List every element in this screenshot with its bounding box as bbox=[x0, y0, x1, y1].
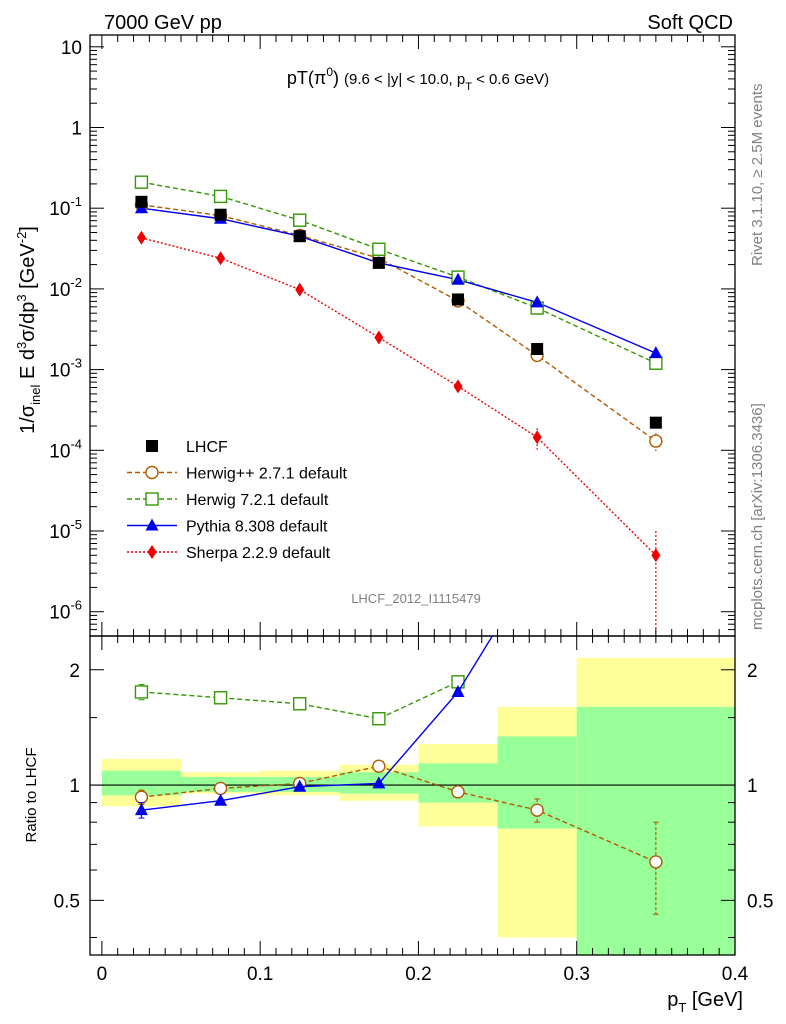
ratio-data bbox=[134, 556, 663, 915]
ratio-ytick-label-right-1: 1 bbox=[747, 776, 758, 797]
x-tick-label-2: 0.2 bbox=[405, 964, 431, 985]
point-data-0 bbox=[135, 195, 148, 208]
legend-marker-sherpa bbox=[147, 545, 157, 559]
ratio-line-pythia bbox=[141, 636, 494, 811]
plot-title: pT(π0) (9.6 < |y| < 10.0, pT < 0.6 GeV) bbox=[287, 65, 549, 93]
legend-label-data: LHCF bbox=[186, 439, 228, 456]
legend-marker-data bbox=[146, 440, 158, 452]
point-data-4 bbox=[452, 293, 465, 306]
main-panel: 10-6 10-5 10-4 10-3 10-2 10-1 1 10 bbox=[49, 34, 736, 637]
ratio-panel: 0 0.1 0.2 0.3 0.4 0.5 0.5 1 1 2 2 bbox=[54, 35, 773, 985]
main-ytick-label-4: 10-2 bbox=[49, 275, 82, 301]
series-line-herwigpp bbox=[141, 204, 657, 442]
ratio-point-herwigpp-3 bbox=[372, 759, 386, 773]
x-tick-label-4: 0.4 bbox=[722, 964, 749, 985]
ratio-frame bbox=[89, 635, 736, 956]
legend-label-herwigpp: Herwig++ 2.7.1 default bbox=[186, 466, 348, 483]
point-sherpa-0 bbox=[136, 230, 146, 245]
ratio-point-herwigpp-1 bbox=[213, 781, 228, 796]
point-sherpa-2 bbox=[295, 282, 305, 297]
point-pythia-4 bbox=[451, 272, 465, 285]
point-data-3 bbox=[372, 256, 385, 269]
ratio-point-pythia-0 bbox=[134, 803, 148, 816]
legend-entry-sherpa: Sherpa 2.2.9 default bbox=[127, 545, 331, 562]
legend-entry-pythia: Pythia 8.308 default bbox=[127, 518, 328, 536]
mcplots-reference-label: mcplots.cern.ch [arXiv:1306.3436] bbox=[749, 403, 766, 630]
point-herwigpp-6 bbox=[649, 434, 663, 448]
ratio-point-herwigpp-0 bbox=[134, 790, 149, 804]
point-pythia-6 bbox=[649, 346, 663, 359]
x-ticks: 0 0.1 0.2 0.3 0.4 bbox=[97, 35, 749, 985]
legend-marker-herwigpp bbox=[145, 465, 159, 480]
legend-label-pythia: Pythia 8.308 default bbox=[186, 519, 328, 536]
legend-label-sherpa: Sherpa 2.2.9 default bbox=[186, 545, 331, 562]
ratio-point-herwig7-3 bbox=[372, 712, 386, 726]
legend-marker-pythia bbox=[145, 518, 159, 531]
point-sherpa-5 bbox=[532, 430, 542, 445]
point-data-2 bbox=[293, 230, 306, 243]
ratio-point-herwig7-1 bbox=[213, 691, 228, 705]
point-sherpa-3 bbox=[374, 330, 384, 345]
main-ytick-label-5: 10-1 bbox=[49, 194, 82, 220]
main-ytick-label-3: 10-3 bbox=[49, 356, 82, 382]
ratio-point-pythia-2 bbox=[293, 779, 307, 792]
ratio-ytick-label-right-2: 2 bbox=[747, 661, 758, 682]
ratio-point-pythia-1 bbox=[214, 793, 228, 806]
ratio-uncertainty-bands bbox=[101, 657, 735, 955]
point-data-5 bbox=[531, 342, 544, 355]
point-sherpa-4 bbox=[453, 379, 463, 394]
ratio-ytick-label-right-0: 0.5 bbox=[747, 891, 773, 912]
legend-label-herwig7: Herwig 7.2.1 default bbox=[186, 492, 329, 509]
main-y-ticks: 10-6 10-5 10-4 10-3 10-2 10-1 1 10 bbox=[49, 38, 735, 637]
x-tick-label-1: 0.1 bbox=[247, 964, 273, 985]
ratio-ytick-label-1: 1 bbox=[69, 776, 80, 797]
ratio-point-herwigpp-6 bbox=[649, 855, 663, 869]
ratio-point-pythia-4 bbox=[451, 684, 465, 697]
main-ytick-label-7: 10 bbox=[61, 38, 82, 59]
ratio-point-pythia-3 bbox=[372, 776, 386, 789]
main-ytick-label-6: 1 bbox=[71, 118, 82, 139]
main-ytick-label-2: 10-4 bbox=[49, 436, 82, 462]
point-data-6 bbox=[649, 416, 662, 429]
point-herwig7-6 bbox=[649, 356, 663, 370]
point-herwig7-0 bbox=[134, 175, 149, 189]
point-pythia-5 bbox=[530, 295, 544, 308]
ratio-ytick-label-0: 0.5 bbox=[54, 891, 80, 912]
analysis-id-label: LHCF_2012_I1115479 bbox=[351, 591, 481, 606]
x-tick-label-0: 0 bbox=[97, 964, 108, 985]
legend: LHCF Herwig++ 2.7.1 default Herwig 7.2.1 d… bbox=[127, 439, 348, 562]
ratio-point-herwigpp-4 bbox=[451, 785, 465, 799]
legend-entry-data: LHCF bbox=[146, 439, 228, 456]
ratio-y-axis-label: Ratio to LHCF bbox=[23, 747, 40, 842]
main-y-axis-label: 1/σinel E d3σ/dp3 [GeV-2] bbox=[14, 226, 43, 434]
x-tick-label-3: 0.3 bbox=[564, 964, 590, 985]
ratio-point-herwigpp-5 bbox=[530, 803, 544, 817]
ratio-point-pythia-5 bbox=[531, 556, 544, 568]
ratio-y-ticks: 0.5 0.5 1 1 2 2 bbox=[54, 661, 773, 938]
ratio-ytick-label-2: 2 bbox=[69, 661, 80, 682]
point-sherpa-6 bbox=[651, 548, 661, 563]
main-data bbox=[134, 175, 663, 636]
series-line-pythia bbox=[141, 207, 657, 354]
point-herwig7-2 bbox=[293, 213, 307, 227]
band-inner-6 bbox=[576, 706, 735, 955]
ratio-point-herwig7-2 bbox=[293, 697, 307, 711]
ratio-line-herwig7 bbox=[141, 681, 459, 720]
process-category-label: Soft QCD bbox=[647, 12, 733, 34]
point-herwig7-3 bbox=[372, 242, 386, 256]
legend-marker-herwig7 bbox=[145, 492, 159, 506]
rivet-version-label: Rivet 3.1.10, ≥ 2.5M events bbox=[749, 84, 766, 267]
x-axis-label: pT [GeV] bbox=[667, 989, 743, 1015]
legend-entry-herwig7: Herwig 7.2.1 default bbox=[127, 492, 329, 509]
point-sherpa-1 bbox=[216, 251, 226, 266]
ratio-point-herwig7-0 bbox=[134, 685, 149, 699]
point-herwig7-1 bbox=[213, 189, 228, 204]
point-data-1 bbox=[214, 208, 227, 221]
main-ytick-label-1: 10-5 bbox=[49, 517, 82, 543]
main-ytick-label-0: 10-6 bbox=[49, 598, 82, 624]
energy-label: 7000 GeV pp bbox=[104, 12, 222, 34]
legend-entry-herwigpp: Herwig++ 2.7.1 default bbox=[127, 466, 348, 483]
